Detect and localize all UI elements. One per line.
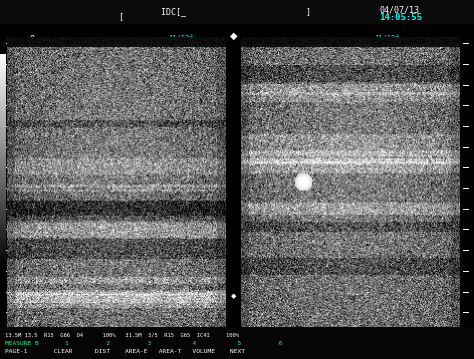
Text: 13.5M 13.5  R15  G66  O4      100%   31.5M  3/5  R15  G65  IC4I     100%: 13.5M 13.5 R15 G66 O4 100% 31.5M 3/5 R15… [5,332,239,337]
Bar [27,278,87,326]
Text: 4.90mm: 4.90mm [398,83,419,88]
Text: IDC[_                        ]: IDC[_ ] [161,7,311,16]
Bar [0,327,474,359]
Text: +: + [330,154,338,164]
Text: 11/12é: 11/12é [168,34,194,41]
Bar [260,278,319,326]
Text: 28Hz: 28Hz [168,41,185,47]
Text: MEASURE B       1          2          3           4           5          6: MEASURE B 1 2 3 4 5 6 [5,341,282,346]
Text: +: + [138,154,146,164]
Bar [0,0,474,23]
Text: 04/07/13: 04/07/13 [379,5,419,15]
Text: PAGE-1       CLEAR      DIST    AREA-E   AREA-T   VOLUME    NEXT: PAGE-1 CLEAR DIST AREA-E AREA-T VOLUME N… [5,349,245,354]
Text: +: + [48,154,56,164]
Text: +: + [273,154,282,164]
Text: o: o [30,33,35,42]
Text: 13mm: 13mm [398,88,412,93]
Text: 11/12é: 11/12é [374,34,400,41]
Text: +: + [100,179,109,189]
Text: 8mm: 8mm [398,93,409,98]
Text: +: + [204,154,213,164]
Text: +: + [301,179,310,189]
Text: ◆: ◆ [231,293,237,299]
Text: DISTANCE: DISTANCE [393,76,423,81]
Text: ◆: ◆ [230,31,237,41]
Text: 28Hz_: 28Hz_ [374,41,396,47]
Text: [: [ [118,11,124,21]
Text: +: + [100,130,109,140]
Text: 14:05:55: 14:05:55 [379,13,422,23]
